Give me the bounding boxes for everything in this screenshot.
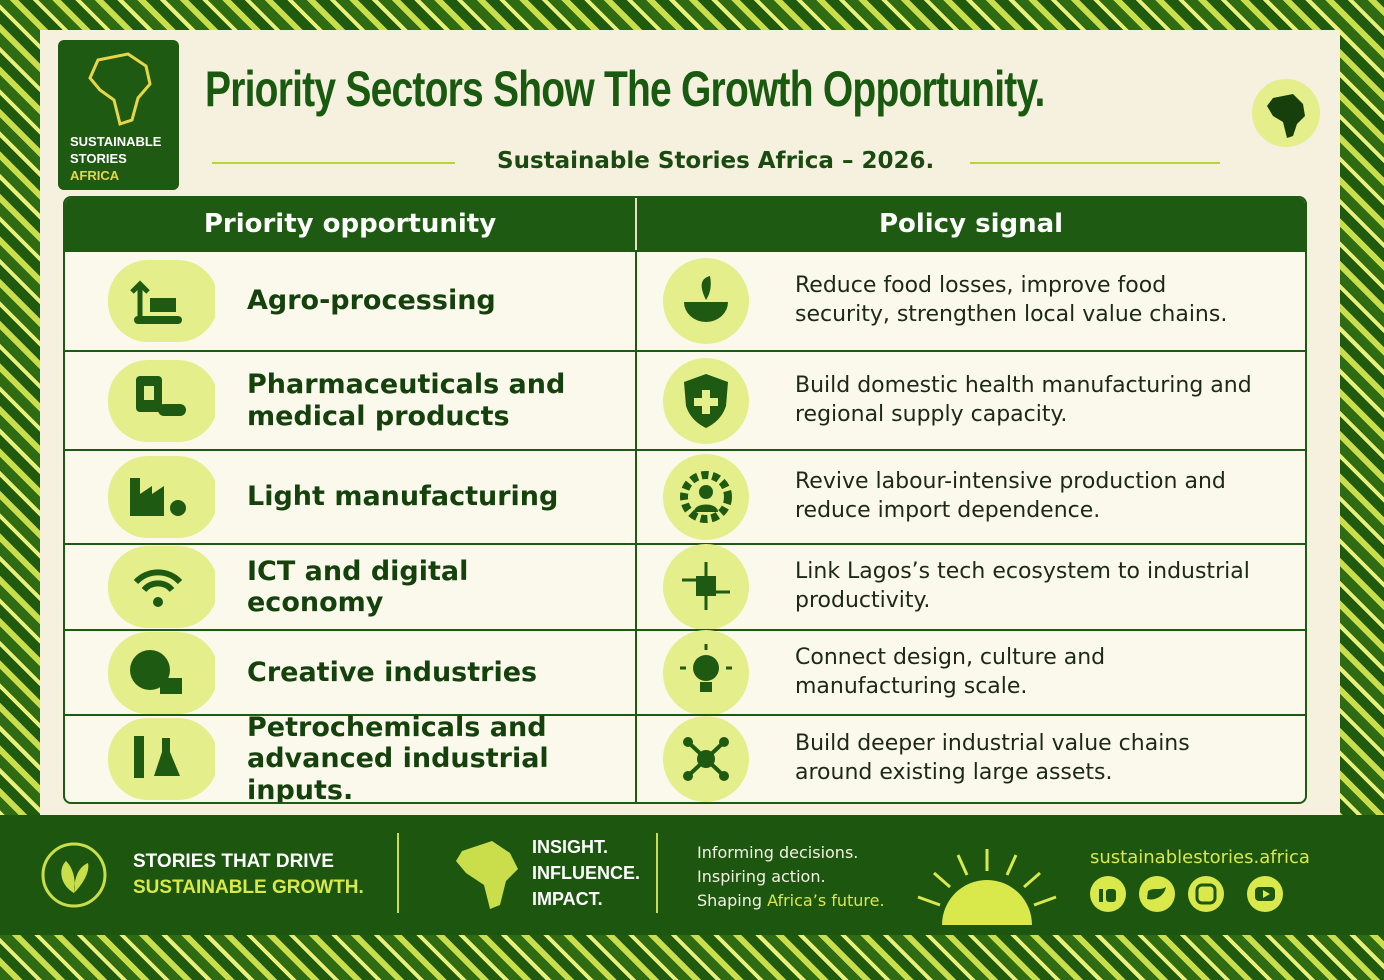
icon <box>108 718 215 800</box>
policy-cell: Link Lagos’s tech ecosystem to industria… <box>637 543 1305 630</box>
subtitle: Sustainable Stories Africa – 2026. <box>497 148 935 174</box>
icon <box>663 258 749 344</box>
logo-map <box>88 52 152 126</box>
mission-text: Shaping <box>697 891 762 910</box>
mission-highlight: Africa’s future. <box>767 891 885 910</box>
opportunity-text: Light manufacturing <box>247 481 559 513</box>
opportunity-cell: Pharmaceuticals and medical products <box>65 350 637 449</box>
opportunity-text: Petrochemicals and advanced industrial i… <box>247 712 549 804</box>
mission: Shaping Africa’s future. <box>697 891 885 910</box>
africa-emblem <box>1252 79 1320 147</box>
icon <box>108 631 215 714</box>
opportunity-cell: Creative industries <box>65 629 637 714</box>
policy-text: Link Lagos’s tech ecosystem to industria… <box>795 559 1250 613</box>
footer: STORIES THAT DRIVE SUSTAINABLE GROWTH. I… <box>0 815 1384 935</box>
mission: Informing decisions. <box>697 843 859 862</box>
tagline: SUSTAINABLE GROWTH. <box>133 877 364 898</box>
icon <box>108 546 215 628</box>
sun <box>917 849 1057 925</box>
logo-text: SUSTAINABLE <box>70 134 162 149</box>
policy-cell: Revive labour-intensive production and r… <box>637 449 1305 543</box>
social-icons[interactable] <box>1088 875 1288 915</box>
policy-text: Reduce food losses, improve food securit… <box>795 273 1228 327</box>
website: sustainablestories.africa <box>1090 847 1310 868</box>
policy-text: Build deeper industrial value chains aro… <box>795 731 1190 785</box>
opportunity-cell: Petrochemicals and advanced industrial i… <box>65 712 637 804</box>
icon <box>108 260 215 342</box>
policy-text: Connect design, culture and manufacturin… <box>795 644 1106 699</box>
opportunity-cell: Light manufacturing <box>65 449 637 543</box>
rule <box>970 162 1220 164</box>
opportunity-text: Pharmaceuticals and medical products <box>247 369 566 432</box>
policy-text: Revive labour-intensive production and r… <box>795 469 1226 523</box>
table-header: Policy signal <box>637 198 1305 250</box>
policy-cell: Build deeper industrial value chains aro… <box>637 714 1305 802</box>
rule <box>212 162 455 164</box>
logo: SUSTAINABLE STORIES AFRICA <box>58 40 179 190</box>
pillar: INFLUENCE. <box>532 863 640 883</box>
table: Priority opportunity Policy signal Agro-… <box>63 196 1307 804</box>
pillar: INSIGHT. <box>532 837 609 857</box>
pillar: IMPACT. <box>532 889 603 909</box>
icon <box>663 357 749 444</box>
policy-text: Build domestic health manufacturing and … <box>795 372 1252 427</box>
opportunity-text: Agro-processing <box>247 285 496 317</box>
icon <box>663 454 749 540</box>
opportunity-text: Creative industries <box>247 656 538 688</box>
separator <box>397 833 399 913</box>
icon <box>663 629 749 716</box>
icon <box>663 544 749 630</box>
opportunity-cell: Agro-processing <box>65 250 637 350</box>
table-header: Priority opportunity <box>65 198 637 250</box>
policy-cell: Reduce food losses, improve food securit… <box>637 250 1305 350</box>
policy-cell: Build domestic health manufacturing and … <box>637 350 1305 449</box>
policy-cell: Connect design, culture and manufacturin… <box>637 629 1305 716</box>
opportunity-text: ICT and digital economy <box>247 555 469 618</box>
title: Priority Sectors Show The Growth Opportu… <box>205 61 1045 117</box>
tagline: STORIES THAT DRIVE <box>133 851 334 872</box>
africa-map <box>456 841 518 909</box>
icon <box>663 716 749 802</box>
icon <box>108 359 215 442</box>
logo-text: AFRICA <box>70 168 120 183</box>
mission: Inspiring action. <box>697 867 826 886</box>
icon <box>108 456 215 538</box>
leaf-icon <box>41 842 107 908</box>
logo-text: STORIES <box>70 151 127 166</box>
separator <box>656 833 658 913</box>
opportunity-cell: ICT and digital economy <box>65 543 637 629</box>
